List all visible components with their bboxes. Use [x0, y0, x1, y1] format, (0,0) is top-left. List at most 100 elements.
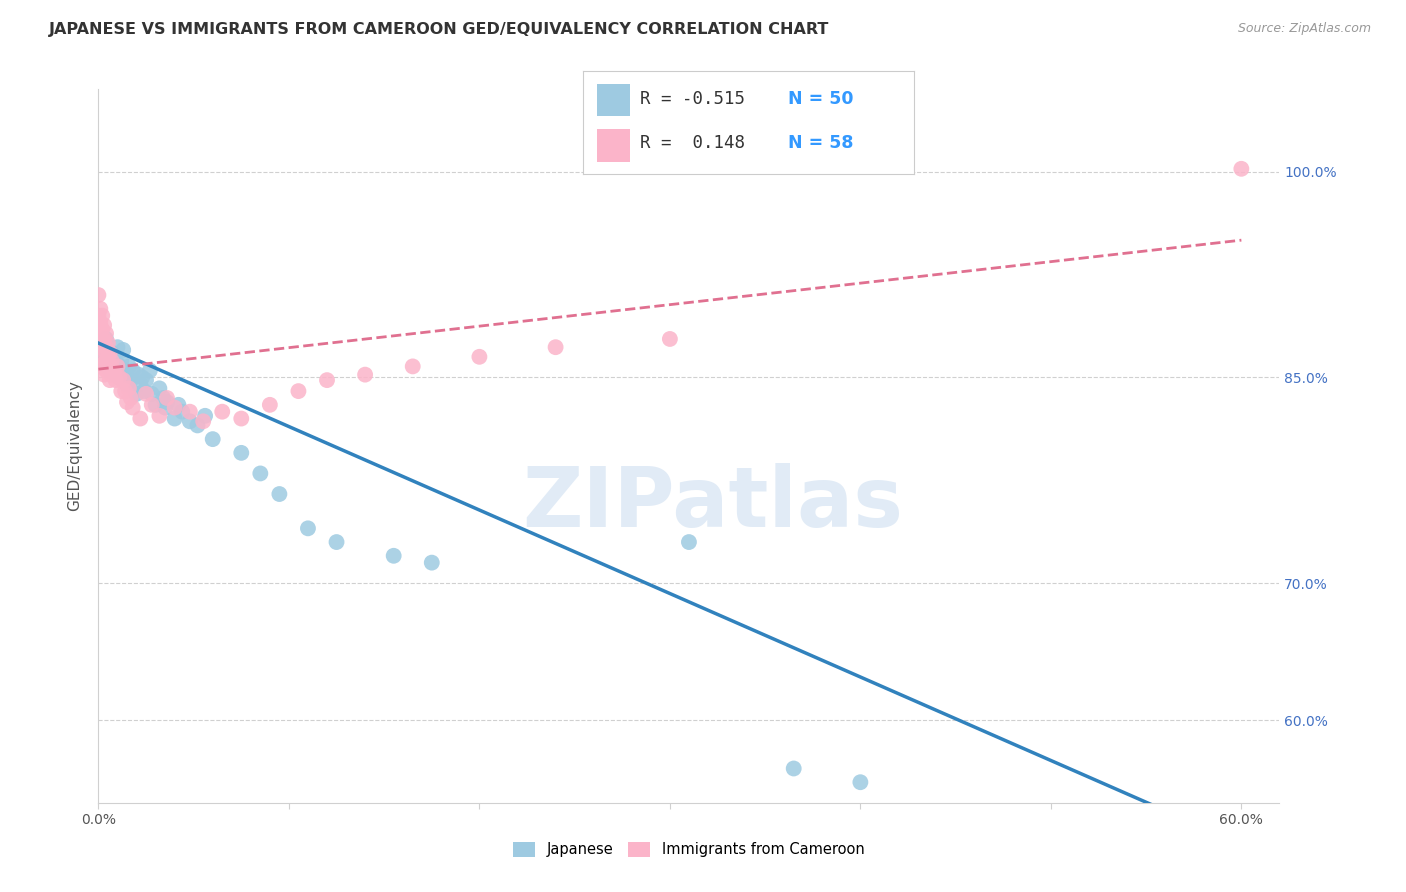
Point — [201, 432, 224, 446]
Point — [97, 363, 120, 377]
Point — [145, 398, 167, 412]
Text: ZIPatlas: ZIPatlas — [522, 463, 903, 543]
Point — [87, 309, 110, 323]
Point — [211, 405, 233, 419]
Point — [115, 395, 138, 409]
Text: Source: ZipAtlas.com: Source: ZipAtlas.com — [1237, 22, 1371, 36]
Point — [125, 387, 148, 401]
Point — [93, 332, 115, 346]
FancyBboxPatch shape — [596, 84, 630, 117]
Point — [172, 405, 194, 419]
Point — [139, 363, 162, 377]
Point — [141, 387, 163, 401]
Point — [91, 322, 114, 336]
Point — [167, 398, 190, 412]
Point — [1230, 161, 1253, 176]
Point — [135, 387, 157, 401]
Point — [89, 343, 111, 357]
Point — [179, 414, 201, 428]
Legend: Japanese, Immigrants from Cameroon: Japanese, Immigrants from Cameroon — [508, 836, 870, 863]
Point — [134, 384, 156, 398]
Point — [127, 368, 149, 382]
Point — [107, 340, 129, 354]
Point — [156, 391, 179, 405]
Point — [156, 395, 179, 409]
Point — [120, 373, 142, 387]
Point — [131, 370, 153, 384]
Point — [658, 332, 681, 346]
Point — [91, 309, 114, 323]
Point — [678, 535, 700, 549]
Point — [382, 549, 405, 563]
Point — [112, 343, 135, 357]
Point — [231, 411, 253, 425]
Point — [193, 414, 215, 428]
Point — [287, 384, 309, 398]
Point — [103, 359, 125, 374]
Point — [783, 762, 806, 776]
Point — [93, 357, 115, 371]
FancyBboxPatch shape — [596, 128, 630, 161]
Point — [259, 398, 281, 412]
Text: JAPANESE VS IMMIGRANTS FROM CAMEROON GED/EQUIVALENCY CORRELATION CHART: JAPANESE VS IMMIGRANTS FROM CAMEROON GED… — [49, 22, 830, 37]
Point — [141, 398, 163, 412]
Point — [97, 350, 120, 364]
Point — [100, 368, 122, 382]
Point — [269, 487, 291, 501]
Point — [420, 556, 443, 570]
Point — [110, 384, 132, 398]
Point — [89, 316, 111, 330]
Point — [98, 359, 121, 374]
Point — [93, 357, 115, 371]
Point — [114, 363, 136, 377]
Point — [91, 350, 114, 364]
Point — [129, 411, 152, 425]
Text: R = -0.515: R = -0.515 — [640, 90, 745, 108]
Point — [179, 405, 201, 419]
Point — [89, 326, 111, 341]
Point — [108, 370, 131, 384]
Point — [94, 363, 117, 377]
Point — [153, 401, 176, 415]
Point — [118, 359, 141, 374]
Point — [121, 401, 143, 415]
Point — [325, 535, 347, 549]
Point — [110, 354, 132, 368]
Point — [849, 775, 872, 789]
Point — [148, 409, 170, 423]
Point — [97, 350, 120, 364]
Point — [94, 354, 117, 368]
Point — [354, 368, 377, 382]
Point — [544, 340, 567, 354]
Point — [121, 363, 143, 377]
Text: R =  0.148: R = 0.148 — [640, 134, 745, 153]
Point — [93, 318, 115, 333]
Point — [468, 350, 491, 364]
Point — [107, 359, 129, 374]
Point — [104, 373, 127, 387]
Point — [316, 373, 339, 387]
Point — [93, 343, 115, 357]
Point — [993, 837, 1015, 851]
Point — [108, 370, 131, 384]
Y-axis label: GED/Equivalency: GED/Equivalency — [67, 381, 83, 511]
Point — [194, 409, 217, 423]
Point — [94, 332, 117, 346]
Point — [107, 357, 129, 371]
Point — [163, 401, 186, 415]
Point — [163, 411, 186, 425]
Point — [129, 377, 152, 392]
Point — [103, 363, 125, 377]
Point — [186, 418, 208, 433]
Point — [89, 301, 111, 316]
Point — [148, 381, 170, 395]
Point — [91, 336, 114, 351]
Point — [98, 345, 121, 359]
Point — [100, 354, 122, 368]
Point — [231, 446, 253, 460]
Point — [94, 340, 117, 354]
Text: N = 50: N = 50 — [789, 90, 853, 108]
Point — [98, 363, 121, 377]
Point — [89, 336, 111, 351]
Point — [104, 368, 127, 382]
